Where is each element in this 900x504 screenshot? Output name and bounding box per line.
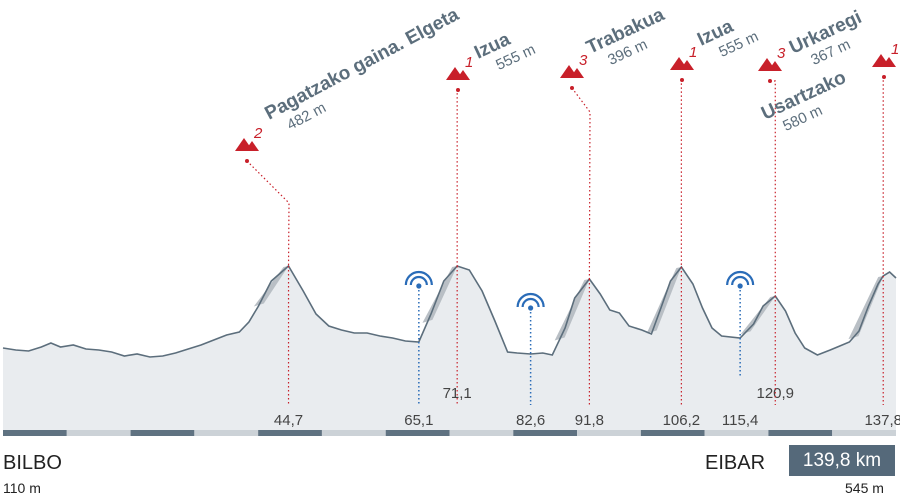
mountain-icon [245, 141, 259, 151]
km-marker-label: 91,8 [575, 412, 604, 429]
distance-bar-segment [449, 430, 514, 436]
climb-name: Pagatzako gaina. Elgeta [261, 4, 462, 124]
finish-altitude: 545 m [845, 480, 884, 496]
climb-anchor-dot [456, 88, 460, 92]
distance-bar-segment [321, 430, 386, 436]
climb-leader-5 [770, 80, 776, 296]
distance-bar-segment [640, 430, 705, 436]
climb-category: 1 [689, 44, 697, 61]
climb-category: 3 [579, 52, 588, 69]
mountain-icon [680, 60, 694, 70]
profile-area [3, 266, 896, 430]
km-marker-label: 71,1 [443, 385, 472, 402]
climb-anchor-dot [680, 78, 684, 82]
distance-bar-segment [768, 430, 833, 436]
sprint-arc-inner [409, 275, 428, 286]
sprint-arc-outer [404, 270, 433, 286]
total-distance-badge: 139,8 km [789, 445, 895, 476]
km-marker-label: 65,1 [404, 412, 433, 429]
climb-anchor-dot [768, 79, 772, 83]
sprint-dot [528, 305, 534, 311]
climb-leader-6 [882, 76, 884, 276]
finish-city: EIBAR [705, 452, 766, 474]
climb-category: 2 [253, 125, 263, 142]
start-altitude: 110 m [3, 480, 41, 496]
climb-anchor-dot [570, 86, 574, 90]
sprint-dot [737, 283, 743, 289]
mountain-icon [570, 68, 584, 78]
sprint-arc-outer [516, 292, 545, 308]
climb-category: 1 [465, 54, 473, 71]
climb-leader-3 [571, 87, 591, 280]
km-marker-label: 115,4 [722, 412, 758, 429]
climb-anchor-dot [882, 75, 886, 79]
km-marker-label: 137,8 [864, 412, 900, 429]
start-city: BILBO [3, 452, 62, 474]
climb-leader-2 [456, 89, 458, 266]
climb-shade-1 [253, 266, 289, 307]
climb-leader-4 [680, 79, 682, 267]
sprint-arc-inner [731, 275, 750, 286]
sprint-dot [416, 283, 422, 289]
distance-bar-segment [577, 430, 641, 436]
distance-bar-segment [832, 430, 896, 436]
climb-shade-2 [422, 266, 458, 323]
km-marker-label: 106,2 [663, 412, 701, 429]
mountain-icon [882, 57, 896, 67]
distance-bar-segment [3, 430, 67, 436]
distance-bar-segment [258, 430, 322, 436]
sprint-arc-inner [521, 297, 540, 308]
distance-bar-segment [194, 430, 259, 436]
climb-leader-1 [246, 160, 290, 267]
distance-bar-segment [385, 430, 450, 436]
sprint-arc-outer [726, 270, 755, 286]
mountain-icon [768, 61, 782, 71]
distance-bar-segment [66, 430, 131, 436]
mountain-icon [456, 70, 470, 80]
climb-category: 3 [777, 45, 786, 62]
km-marker-label: 82,6 [516, 412, 545, 429]
distance-bar-segment [513, 430, 578, 436]
climb-anchor-dot [245, 159, 249, 163]
climb-category: 1 [891, 41, 899, 58]
profile-line [2, 264, 897, 358]
distance-bar-segment [704, 430, 769, 436]
distance-bar-segment [130, 430, 195, 436]
km-marker-label: 44,7 [274, 412, 303, 429]
climb-shade-3 [554, 279, 590, 341]
